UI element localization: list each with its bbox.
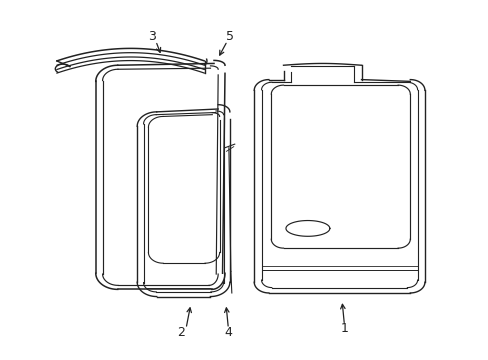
Text: 1: 1	[340, 322, 347, 335]
Text: 4: 4	[224, 326, 232, 339]
Text: 5: 5	[225, 30, 233, 43]
Text: 2: 2	[177, 326, 184, 339]
Text: 3: 3	[147, 30, 156, 43]
